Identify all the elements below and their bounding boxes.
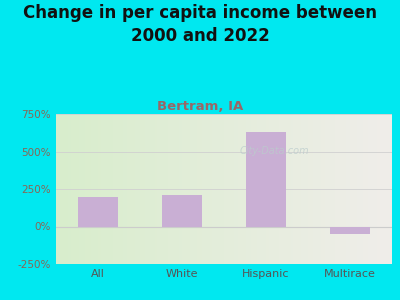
- Text: Change in per capita income between
2000 and 2022: Change in per capita income between 2000…: [23, 4, 377, 45]
- Bar: [78, 196, 118, 226]
- Bar: [330, 226, 370, 234]
- Text: City-Data.com: City-Data.com: [240, 146, 309, 157]
- Bar: [162, 195, 202, 226]
- Bar: [246, 132, 286, 226]
- Text: Bertram, IA: Bertram, IA: [157, 100, 243, 113]
